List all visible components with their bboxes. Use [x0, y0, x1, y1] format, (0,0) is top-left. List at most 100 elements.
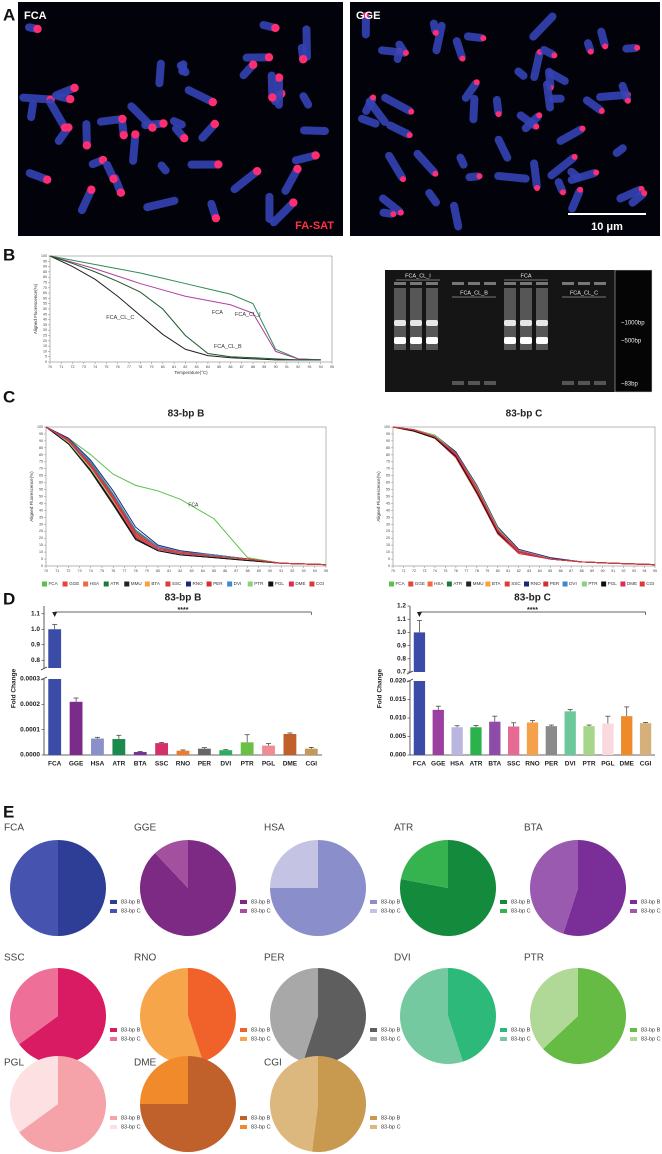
pie-title: CGI [264, 1058, 282, 1069]
chromosome [184, 86, 216, 106]
gel-image [385, 270, 615, 392]
x-tick-label: 90 [601, 569, 605, 573]
fish-signal [641, 190, 648, 197]
gel-band [504, 337, 516, 344]
x-tick-label: PGL [601, 761, 614, 768]
legend-label: FCA [49, 581, 59, 586]
y-tick-label: 40 [386, 508, 390, 512]
x-tick-label: 74 [93, 365, 97, 369]
gel-band [484, 381, 496, 385]
legend-swatch [268, 581, 274, 587]
gel-band [468, 381, 480, 385]
legend-swatch [110, 909, 117, 913]
legend-swatch [110, 1028, 117, 1032]
x-tick-label: 79 [145, 569, 149, 573]
bar [413, 681, 426, 755]
pie-slice [140, 840, 237, 937]
fish-signal [116, 188, 126, 197]
x-tick-label: 83 [195, 365, 199, 369]
y-tick-label: 40 [43, 318, 47, 322]
pie-title: RNO [134, 953, 156, 964]
y-tick-label: 0.000 [390, 752, 407, 759]
x-tick-label: CGI [306, 761, 318, 768]
legend-swatch [42, 581, 47, 587]
axis-break [406, 670, 414, 675]
y-tick-label: 1.0 [397, 629, 406, 636]
chromosome [449, 201, 463, 231]
fish-signal [432, 170, 439, 177]
x-tick-label: 72 [412, 569, 416, 573]
legend-swatch [110, 900, 117, 904]
chromosome [155, 59, 165, 88]
gel-band [426, 337, 438, 344]
legend-label: RNO [193, 581, 204, 586]
y-tick-label: 0.0000 [20, 752, 40, 759]
fish-signal [397, 209, 404, 216]
gel-band [536, 320, 548, 326]
plot-frame [45, 426, 327, 567]
gel-lane-label: FCA [521, 273, 532, 279]
legend-swatch [630, 900, 637, 904]
y-tick-label: 55 [43, 302, 47, 306]
fish-signal [119, 130, 128, 140]
bar [48, 679, 62, 755]
pie-title: DME [134, 1058, 157, 1069]
gel-smear [504, 288, 516, 350]
x-tick-label: 82 [183, 365, 187, 369]
chromosome [176, 61, 190, 77]
x-tick-label: 81 [167, 569, 171, 573]
x-tick-label: 71 [55, 569, 59, 573]
fish-signal [148, 123, 157, 132]
pie-slice [269, 968, 318, 1062]
chromosome [358, 114, 380, 128]
legend-swatch [500, 1028, 507, 1032]
fish-label: FCA [24, 10, 47, 22]
chromosome [547, 154, 578, 180]
x-tick-label: 86 [223, 569, 227, 573]
x-tick-label: 80 [496, 569, 500, 573]
y-tick-label: 90 [39, 439, 43, 443]
y-tick-label: 75 [43, 280, 47, 284]
y-tick-label: 1.1 [31, 610, 40, 617]
bar [48, 629, 62, 668]
y-tick-label: 95 [386, 432, 390, 436]
legend-swatch [227, 581, 233, 587]
fish-signal [370, 94, 377, 101]
legend-label: ATR [453, 581, 463, 586]
x-tick-label: SSC [155, 761, 169, 768]
y-tick-label: 40 [39, 508, 43, 512]
y-tick-label: 50 [39, 494, 43, 498]
pie-slice [400, 840, 448, 888]
y-tick-label: 20 [386, 536, 390, 540]
fish-signal [459, 55, 466, 62]
melt-curve [392, 426, 656, 566]
fish-signal [33, 24, 42, 34]
fish-signal [432, 29, 439, 36]
gel-smear [426, 288, 438, 350]
y-tick-label: 20 [43, 339, 47, 343]
chromosome [413, 149, 439, 177]
legend-label: 83-bp C [641, 908, 661, 914]
legend-swatch [370, 1037, 377, 1041]
legend-label: 83-bp C [641, 1036, 661, 1042]
chromosome [556, 125, 585, 145]
gel-band [452, 381, 464, 385]
legend-swatch [630, 1028, 637, 1032]
y-tick-label: 30 [39, 522, 43, 526]
chromosome [379, 194, 404, 216]
melt-curve [49, 255, 321, 361]
y-tick-label: 90 [386, 439, 390, 443]
y-tick-label: 85 [386, 446, 390, 450]
x-tick-label: 84 [538, 569, 542, 573]
y-tick-label: 0.8 [31, 657, 40, 664]
chromosome [582, 96, 605, 114]
legend-label: CGI [316, 581, 324, 586]
y-tick-label: 85 [43, 270, 47, 274]
pie-title: DVI [394, 953, 411, 964]
legend-label: 83-bp B [381, 1115, 401, 1121]
x-tick-label: 85 [217, 365, 221, 369]
y-axis-label: Aligned Fluorescence(%) [376, 471, 381, 522]
pie-slice [19, 1056, 106, 1152]
legend-swatch [240, 1037, 247, 1041]
fish-signal [473, 79, 480, 86]
